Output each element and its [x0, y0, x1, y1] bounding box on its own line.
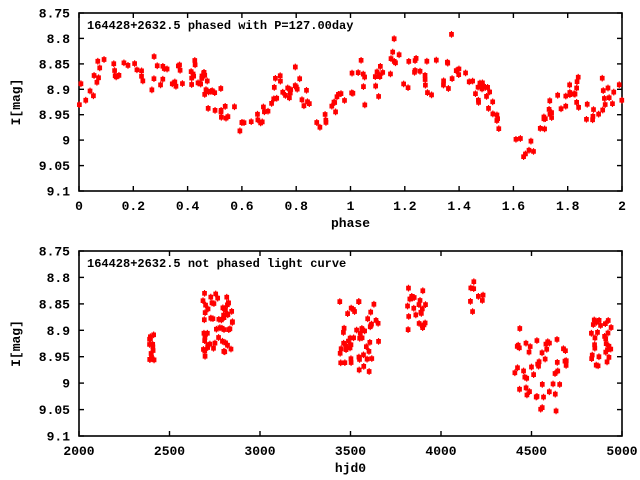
svg-text:1.8: 1.8 — [556, 199, 580, 214]
svg-text:0.6: 0.6 — [230, 199, 254, 214]
svg-text:8.95: 8.95 — [39, 350, 70, 365]
svg-text:8.75: 8.75 — [39, 245, 70, 260]
svg-text:8.8: 8.8 — [47, 271, 71, 286]
svg-text:9: 9 — [62, 377, 70, 392]
svg-text:5000: 5000 — [606, 444, 637, 459]
svg-text:8.8: 8.8 — [47, 32, 71, 47]
svg-text:8.9: 8.9 — [47, 324, 71, 339]
svg-text:9.1: 9.1 — [47, 430, 71, 445]
svg-text:4500: 4500 — [516, 444, 547, 459]
svg-text:1.4: 1.4 — [447, 199, 471, 214]
svg-text:8.9: 8.9 — [47, 83, 71, 98]
svg-text:3500: 3500 — [335, 444, 366, 459]
svg-text:1.2: 1.2 — [393, 199, 417, 214]
svg-text:8.85: 8.85 — [39, 57, 70, 72]
svg-text:2000: 2000 — [63, 444, 94, 459]
svg-text:phase: phase — [331, 216, 370, 231]
svg-text:8.75: 8.75 — [39, 7, 70, 22]
svg-text:0.2: 0.2 — [122, 199, 146, 214]
svg-text:164428+2632.5 not phased light: 164428+2632.5 not phased light curve — [87, 257, 346, 271]
svg-text:2: 2 — [618, 199, 626, 214]
svg-text:2500: 2500 — [154, 444, 185, 459]
svg-text:9: 9 — [62, 134, 70, 149]
svg-text:1: 1 — [347, 199, 355, 214]
svg-text:hjd0: hjd0 — [335, 461, 366, 476]
svg-text:0.8: 0.8 — [284, 199, 308, 214]
svg-text:9.05: 9.05 — [39, 159, 70, 174]
svg-text:164428+2632.5 phased with P=12: 164428+2632.5 phased with P=127.00day — [87, 19, 353, 33]
svg-text:8.85: 8.85 — [39, 297, 70, 312]
svg-text:I[mag]: I[mag] — [9, 320, 24, 367]
svg-text:0.4: 0.4 — [176, 199, 200, 214]
svg-text:I[mag]: I[mag] — [9, 79, 24, 126]
svg-text:8.95: 8.95 — [39, 108, 70, 123]
svg-text:3000: 3000 — [244, 444, 275, 459]
svg-text:1.6: 1.6 — [502, 199, 526, 214]
svg-text:4000: 4000 — [425, 444, 456, 459]
svg-text:9.1: 9.1 — [47, 185, 71, 200]
svg-text:9.05: 9.05 — [39, 403, 70, 418]
svg-text:0: 0 — [75, 199, 83, 214]
